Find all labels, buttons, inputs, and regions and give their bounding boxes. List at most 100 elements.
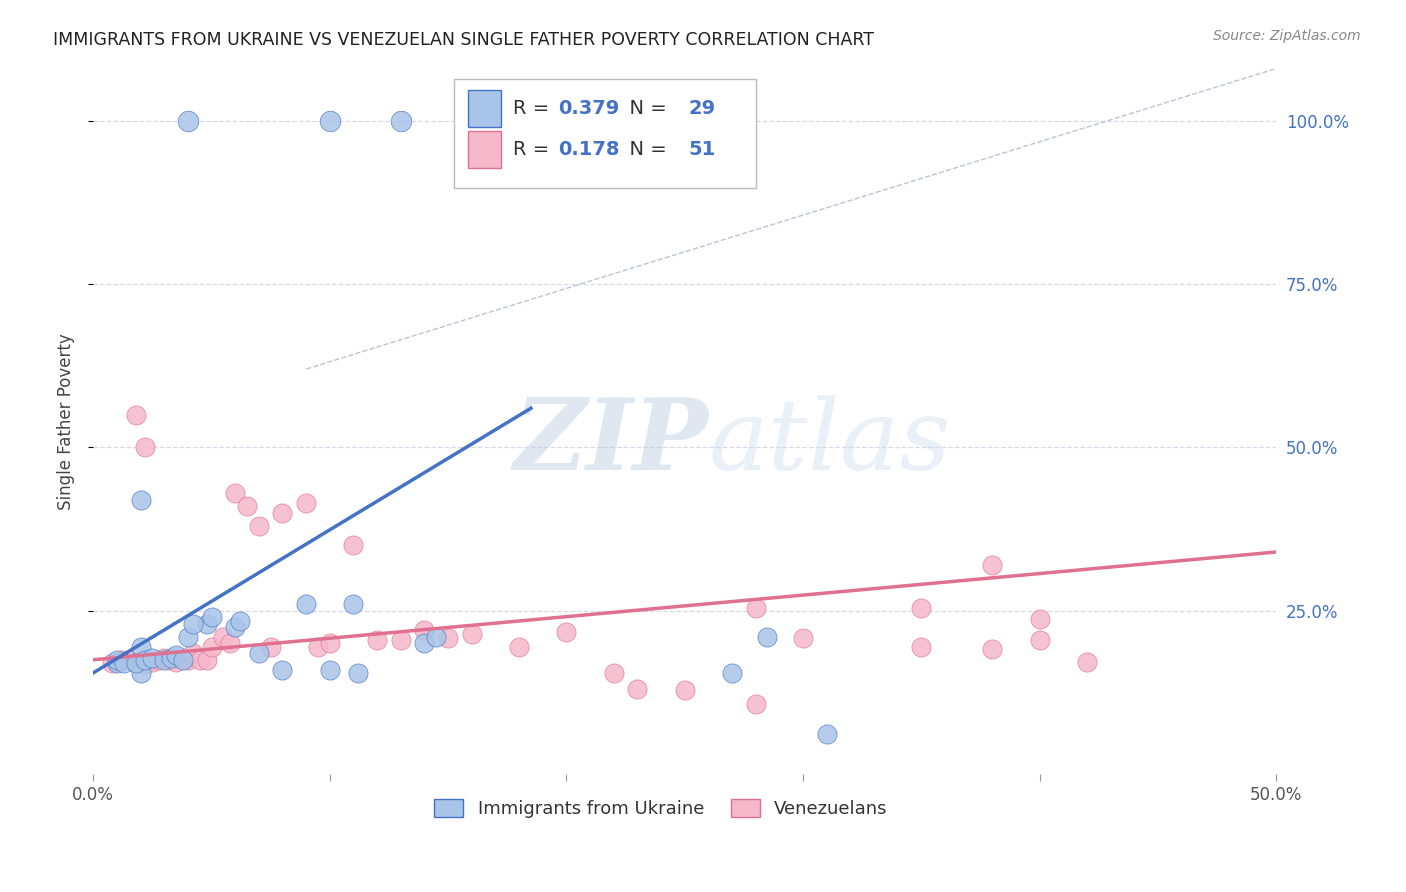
Point (129, 656, 152, 670)
Point (153, 650, 176, 665)
Point (319, 113, 342, 128)
Point (195, 616, 218, 631)
Point (389, 113, 412, 128)
Point (101, 656, 124, 670)
Point (271, 506, 294, 520)
Point (181, 616, 204, 631)
Y-axis label: Single Father Poverty: Single Father Poverty (58, 333, 75, 509)
Point (508, 640, 530, 654)
Point (295, 496, 318, 510)
Point (157, 653, 180, 667)
Point (177, 113, 200, 128)
Point (160, 650, 183, 665)
Point (148, 653, 170, 667)
Text: N =: N = (617, 140, 673, 159)
Point (413, 624, 436, 638)
Point (981, 641, 1004, 656)
Point (295, 597, 318, 611)
Point (307, 640, 329, 654)
Point (347, 665, 370, 680)
Point (236, 500, 259, 514)
Text: 29: 29 (688, 99, 716, 119)
Point (366, 633, 388, 648)
Point (815, 726, 838, 740)
Point (425, 630, 447, 644)
Point (229, 614, 252, 628)
Point (177, 653, 200, 667)
Text: atlas: atlas (709, 395, 950, 490)
Point (260, 640, 283, 654)
Point (981, 558, 1004, 572)
Point (744, 697, 766, 711)
Point (129, 665, 152, 680)
Point (792, 632, 814, 646)
Text: N =: N = (617, 99, 673, 119)
Point (224, 486, 246, 500)
Text: 0.379: 0.379 (558, 99, 620, 119)
Point (134, 653, 156, 667)
FancyBboxPatch shape (468, 131, 502, 168)
Point (165, 655, 187, 669)
Point (342, 597, 364, 611)
Point (1028, 612, 1050, 626)
Point (200, 610, 222, 624)
Point (112, 656, 135, 670)
Point (319, 663, 342, 677)
Point (118, 653, 141, 667)
Point (224, 620, 246, 634)
Point (141, 650, 163, 665)
Point (181, 646, 204, 660)
Point (910, 600, 932, 615)
Point (153, 653, 176, 667)
Point (200, 640, 222, 654)
Point (1028, 633, 1050, 648)
Point (125, 408, 148, 422)
Point (177, 630, 200, 644)
Point (910, 640, 932, 654)
Point (461, 626, 484, 640)
Point (141, 655, 163, 669)
Point (247, 519, 270, 533)
Point (602, 665, 624, 680)
Point (129, 640, 152, 654)
Point (134, 441, 156, 455)
Point (247, 646, 270, 660)
FancyBboxPatch shape (454, 79, 755, 188)
Legend: Immigrants from Ukraine, Venezuelans: Immigrants from Ukraine, Venezuelans (427, 791, 896, 825)
Point (1076, 655, 1098, 669)
Text: 51: 51 (688, 140, 716, 159)
FancyBboxPatch shape (468, 90, 502, 127)
Point (129, 492, 152, 507)
Point (212, 630, 235, 644)
Point (125, 656, 148, 670)
Point (626, 682, 648, 697)
Point (555, 624, 578, 639)
Point (111, 653, 134, 667)
Point (195, 653, 218, 667)
Point (413, 636, 436, 650)
Point (271, 663, 294, 677)
Point (134, 657, 156, 672)
Point (744, 600, 766, 615)
Point (721, 665, 744, 680)
Point (172, 650, 194, 665)
Point (105, 653, 128, 667)
Point (219, 636, 242, 650)
Point (188, 653, 211, 667)
Text: R =: R = (513, 99, 555, 119)
Text: ZIP: ZIP (513, 394, 709, 491)
Point (673, 683, 696, 698)
Point (105, 656, 128, 670)
Point (172, 653, 194, 667)
Point (389, 633, 412, 648)
Text: IMMIGRANTS FROM UKRAINE VS VENEZUELAN SINGLE FATHER POVERTY CORRELATION CHART: IMMIGRANTS FROM UKRAINE VS VENEZUELAN SI… (53, 31, 875, 49)
Text: 0.178: 0.178 (558, 140, 620, 159)
Point (165, 648, 187, 663)
Point (342, 538, 364, 552)
Point (125, 655, 148, 669)
Text: Source: ZipAtlas.com: Source: ZipAtlas.com (1213, 29, 1361, 43)
Text: R =: R = (513, 140, 555, 159)
Point (756, 630, 779, 644)
Point (319, 636, 342, 650)
Point (437, 632, 460, 646)
